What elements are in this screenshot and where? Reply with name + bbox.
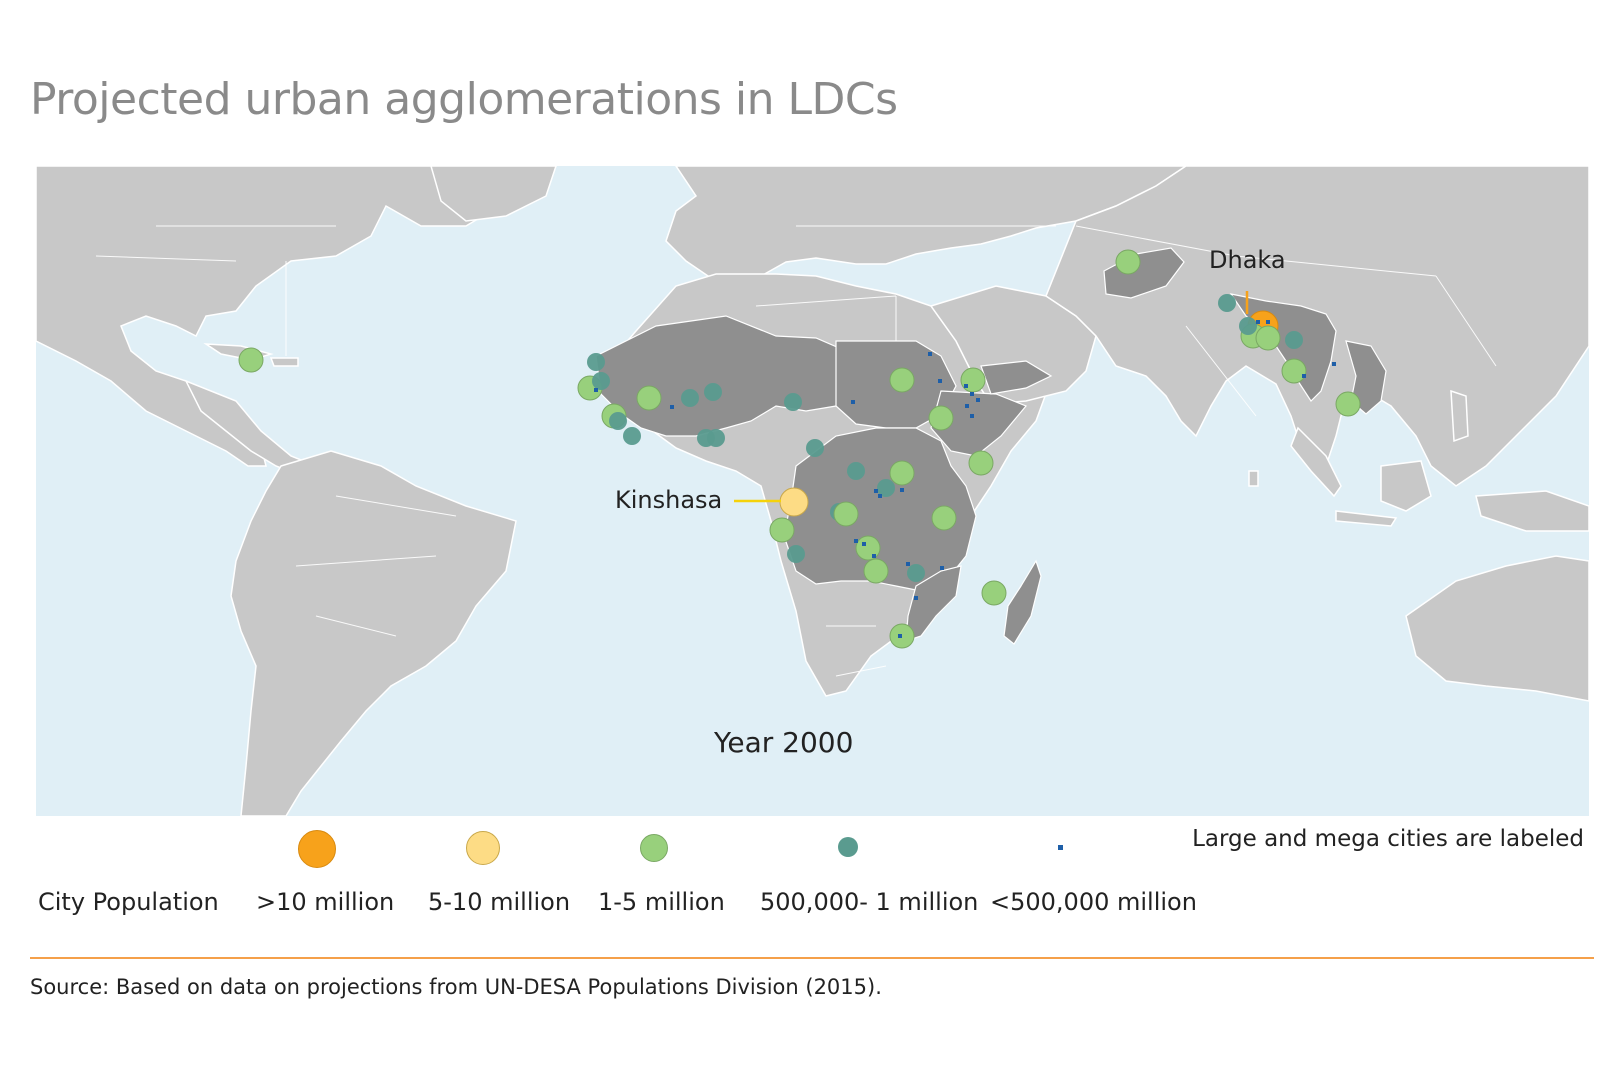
legend-symbol-5-10m: [466, 831, 500, 865]
city-marker-1-5m: [833, 501, 859, 527]
city-marker-500k-1m: [681, 389, 699, 407]
city-marker-500k-1m: [784, 393, 802, 411]
city-marker-1-5m: [769, 517, 795, 543]
city-markers: [238, 249, 1361, 649]
labeling-note: Large and mega cities are labeled: [1192, 826, 1584, 852]
city-marker-1-5m: [863, 558, 889, 584]
map-panel: Dhaka Kinshasa Year 2000: [36, 166, 1589, 816]
city-marker-500k-1m: [907, 564, 925, 582]
legend-label-5-10m: 5-10 million: [428, 888, 571, 916]
city-marker-1-5m: [928, 405, 954, 431]
city-marker-500k-1m: [806, 439, 824, 457]
legend-label-500k-1m: 500,000- 1 million: [760, 888, 979, 916]
city-marker-under-500k: [906, 562, 910, 566]
city-marker-500k-1m: [592, 372, 610, 390]
city-marker-1-5m: [968, 450, 994, 476]
legend-heading: City Population: [38, 888, 219, 916]
year-label: Year 2000: [713, 726, 853, 759]
legend-symbol-500k-1m: [838, 837, 858, 857]
city-marker-500k-1m: [847, 462, 865, 480]
city-marker-500k-1m: [704, 383, 722, 401]
sri-lanka: [1248, 470, 1259, 487]
city-marker-500k-1m: [877, 479, 895, 497]
city-marker-under-500k: [862, 542, 866, 546]
city-marker-under-500k: [898, 634, 902, 638]
city-marker-500k-1m: [623, 427, 641, 445]
city-marker-1-5m: [1255, 325, 1281, 351]
source-note: Source: Based on data on projections fro…: [30, 975, 882, 999]
city-marker-500k-1m: [787, 545, 805, 563]
legend: City Population >10 million 5-10 million…: [0, 822, 1620, 932]
ldc-mozambique: [905, 565, 962, 642]
city-marker-500k-1m: [1285, 331, 1303, 349]
greenland: [430, 166, 557, 222]
city-marker-under-500k: [976, 398, 980, 402]
city-marker-1-5m: [1335, 391, 1361, 417]
ldc-yemen: [980, 360, 1053, 395]
city-marker-1-5m: [889, 460, 915, 486]
city-marker-1-5m: [636, 385, 662, 411]
city-marker-under-500k: [1332, 362, 1336, 366]
city-marker-500k-1m: [707, 429, 725, 447]
legend-label-under-500k: <500,000 million: [990, 888, 1197, 916]
ldc-madagascar: [1003, 559, 1042, 645]
city-marker-500k-1m: [587, 353, 605, 371]
city-marker-under-500k: [1256, 320, 1260, 324]
city-marker-500k-1m: [1239, 317, 1257, 335]
north-america: [36, 166, 558, 467]
city-marker-under-500k: [970, 392, 974, 396]
city-marker-under-500k: [965, 404, 969, 408]
legend-label-over-10m: >10 million: [256, 888, 395, 916]
city-marker-1-5m: [855, 535, 881, 561]
city-marker-under-500k: [940, 566, 944, 570]
city-marker-under-500k: [1266, 320, 1270, 324]
city-marker-under-500k: [914, 596, 918, 600]
city-marker-500k-1m: [609, 412, 627, 430]
divider-rule: [30, 957, 1594, 959]
dhaka-label: Dhaka: [1209, 246, 1286, 274]
city-marker-under-500k: [594, 388, 598, 392]
city-marker-under-500k: [1302, 374, 1306, 378]
city-marker-under-500k: [900, 488, 904, 492]
sumatra: [1290, 426, 1342, 498]
city-marker-1-5m: [981, 580, 1007, 606]
java: [1335, 510, 1398, 527]
city-marker-1-5m: [1281, 358, 1307, 384]
world-map: Dhaka Kinshasa Year 2000: [36, 166, 1589, 816]
borneo: [1380, 460, 1432, 512]
city-marker-under-500k: [854, 539, 858, 543]
city-marker-5-10m: [779, 487, 809, 517]
city-marker-1-5m: [931, 505, 957, 531]
ldc-horn-of-africa: [930, 390, 1027, 457]
city-marker-under-500k: [878, 494, 882, 498]
legend-symbol-1-5m: [640, 834, 668, 862]
city-marker-500k-1m: [1218, 294, 1236, 312]
south-america: [230, 450, 517, 816]
new-guinea: [1475, 490, 1589, 532]
city-marker-1-5m: [889, 367, 915, 393]
australia: [1405, 555, 1589, 702]
city-marker-under-500k: [970, 414, 974, 418]
country-borders: [95, 225, 1497, 677]
city-marker-under-500k: [928, 352, 932, 356]
legend-symbol-under-500k: [1058, 845, 1063, 850]
city-marker-under-500k: [874, 489, 878, 493]
city-marker-under-500k: [872, 554, 876, 558]
legend-symbol-over-10m: [298, 830, 336, 868]
chart-title: Projected urban agglomerations in LDCs: [30, 74, 898, 125]
city-marker-under-500k: [851, 400, 855, 404]
city-marker-1-5m: [238, 347, 264, 373]
city-marker-under-500k: [938, 379, 942, 383]
philippines: [1450, 389, 1469, 443]
city-marker-1-5m: [1115, 249, 1141, 275]
legend-label-1-5m: 1-5 million: [598, 888, 725, 916]
kinshasa-label: Kinshasa: [615, 486, 722, 514]
city-marker-under-500k: [964, 384, 968, 388]
city-marker-under-500k: [670, 405, 674, 409]
city-marker-1-5m: [960, 367, 986, 393]
